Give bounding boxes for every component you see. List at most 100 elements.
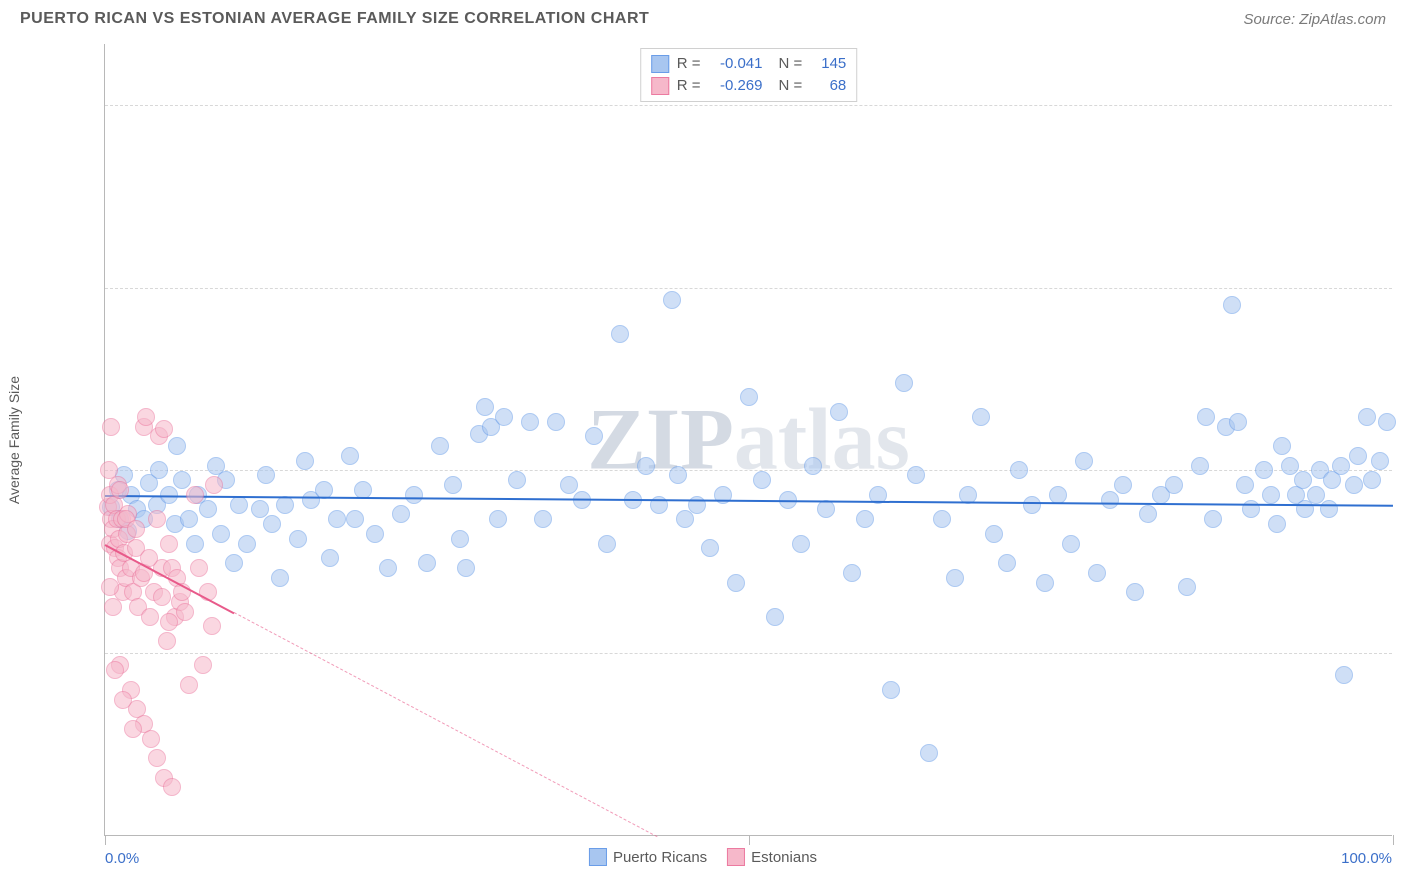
data-point [141, 608, 159, 626]
data-point [321, 549, 339, 567]
data-point [203, 617, 221, 635]
correlation-legend: R =-0.041N =145R =-0.269N =68 [640, 48, 858, 102]
data-point [972, 408, 990, 426]
data-point [148, 749, 166, 767]
chart-header: PUERTO RICAN VS ESTONIAN AVERAGE FAMILY … [0, 0, 1406, 34]
data-point [663, 291, 681, 309]
chart-title: PUERTO RICAN VS ESTONIAN AVERAGE FAMILY … [20, 10, 649, 28]
data-point [585, 427, 603, 445]
n-label: N = [779, 75, 803, 97]
data-point [1223, 296, 1241, 314]
data-point [1294, 471, 1312, 489]
data-point [102, 418, 120, 436]
y-tick-label: 3.50 [1398, 462, 1406, 479]
data-point [180, 510, 198, 528]
data-point [1023, 496, 1041, 514]
chart-area: ZIPatlas R =-0.041N =145R =-0.269N =68 2… [104, 44, 1392, 836]
data-point [521, 413, 539, 431]
data-point [160, 535, 178, 553]
data-point [727, 574, 745, 592]
data-point [830, 403, 848, 421]
data-point [534, 510, 552, 528]
data-point [1204, 510, 1222, 528]
series-legend-label: Puerto Ricans [613, 849, 707, 866]
data-point [676, 510, 694, 528]
data-point [1036, 574, 1054, 592]
data-point [1345, 476, 1363, 494]
data-point [933, 510, 951, 528]
data-point [153, 588, 171, 606]
x-tick [1393, 835, 1394, 845]
gridline [105, 288, 1392, 289]
data-point [328, 510, 346, 528]
data-point [1273, 437, 1291, 455]
n-value: 68 [810, 75, 846, 97]
data-point [1378, 413, 1396, 431]
data-point [882, 681, 900, 699]
legend-swatch [651, 77, 669, 95]
data-point [1191, 457, 1209, 475]
data-point [495, 408, 513, 426]
data-point [946, 569, 964, 587]
data-point [101, 578, 119, 596]
data-point [1165, 476, 1183, 494]
data-point [230, 496, 248, 514]
data-point [205, 476, 223, 494]
data-point [158, 632, 176, 650]
x-tick [749, 835, 750, 845]
data-point [1114, 476, 1132, 494]
data-point [366, 525, 384, 543]
data-point [457, 559, 475, 577]
data-point [895, 374, 913, 392]
data-point [142, 730, 160, 748]
data-point [155, 420, 173, 438]
data-point [186, 535, 204, 553]
y-tick-label: 4.25 [1398, 279, 1406, 296]
data-point [1010, 461, 1028, 479]
data-point [296, 452, 314, 470]
data-point [998, 554, 1016, 572]
data-point [111, 481, 129, 499]
gridline [105, 653, 1392, 654]
data-point [392, 505, 410, 523]
data-point [199, 500, 217, 518]
series-legend: Puerto Ricans Estonians [589, 848, 817, 866]
data-point [1332, 457, 1350, 475]
data-point [476, 398, 494, 416]
data-point [1363, 471, 1381, 489]
data-point [701, 539, 719, 557]
gridline [105, 105, 1392, 106]
data-point [444, 476, 462, 494]
y-tick-label: 2.75 [1398, 645, 1406, 662]
plot-area: ZIPatlas R =-0.041N =145R =-0.269N =68 2… [104, 44, 1392, 836]
data-point [148, 510, 166, 528]
data-point [150, 461, 168, 479]
data-point [1255, 461, 1273, 479]
data-point [688, 496, 706, 514]
data-point [1262, 486, 1280, 504]
data-point [114, 691, 132, 709]
y-tick-label: 5.00 [1398, 96, 1406, 113]
data-point [176, 603, 194, 621]
data-point [124, 720, 142, 738]
data-point [238, 535, 256, 553]
data-point [186, 486, 204, 504]
data-point [1139, 505, 1157, 523]
legend-row: R =-0.269N =68 [651, 75, 847, 97]
data-point [257, 466, 275, 484]
y-axis-label: Average Family Size [6, 376, 22, 504]
data-point [985, 525, 1003, 543]
series-legend-item: Estonians [727, 848, 817, 866]
data-point [225, 554, 243, 572]
data-point [920, 744, 938, 762]
data-point [1320, 500, 1338, 518]
data-point [1307, 486, 1325, 504]
x-tick [105, 835, 106, 845]
data-point [1101, 491, 1119, 509]
n-label: N = [779, 53, 803, 75]
series-legend-label: Estonians [751, 849, 817, 866]
data-point [137, 408, 155, 426]
data-point [1197, 408, 1215, 426]
data-point [1349, 447, 1367, 465]
data-point [804, 457, 822, 475]
